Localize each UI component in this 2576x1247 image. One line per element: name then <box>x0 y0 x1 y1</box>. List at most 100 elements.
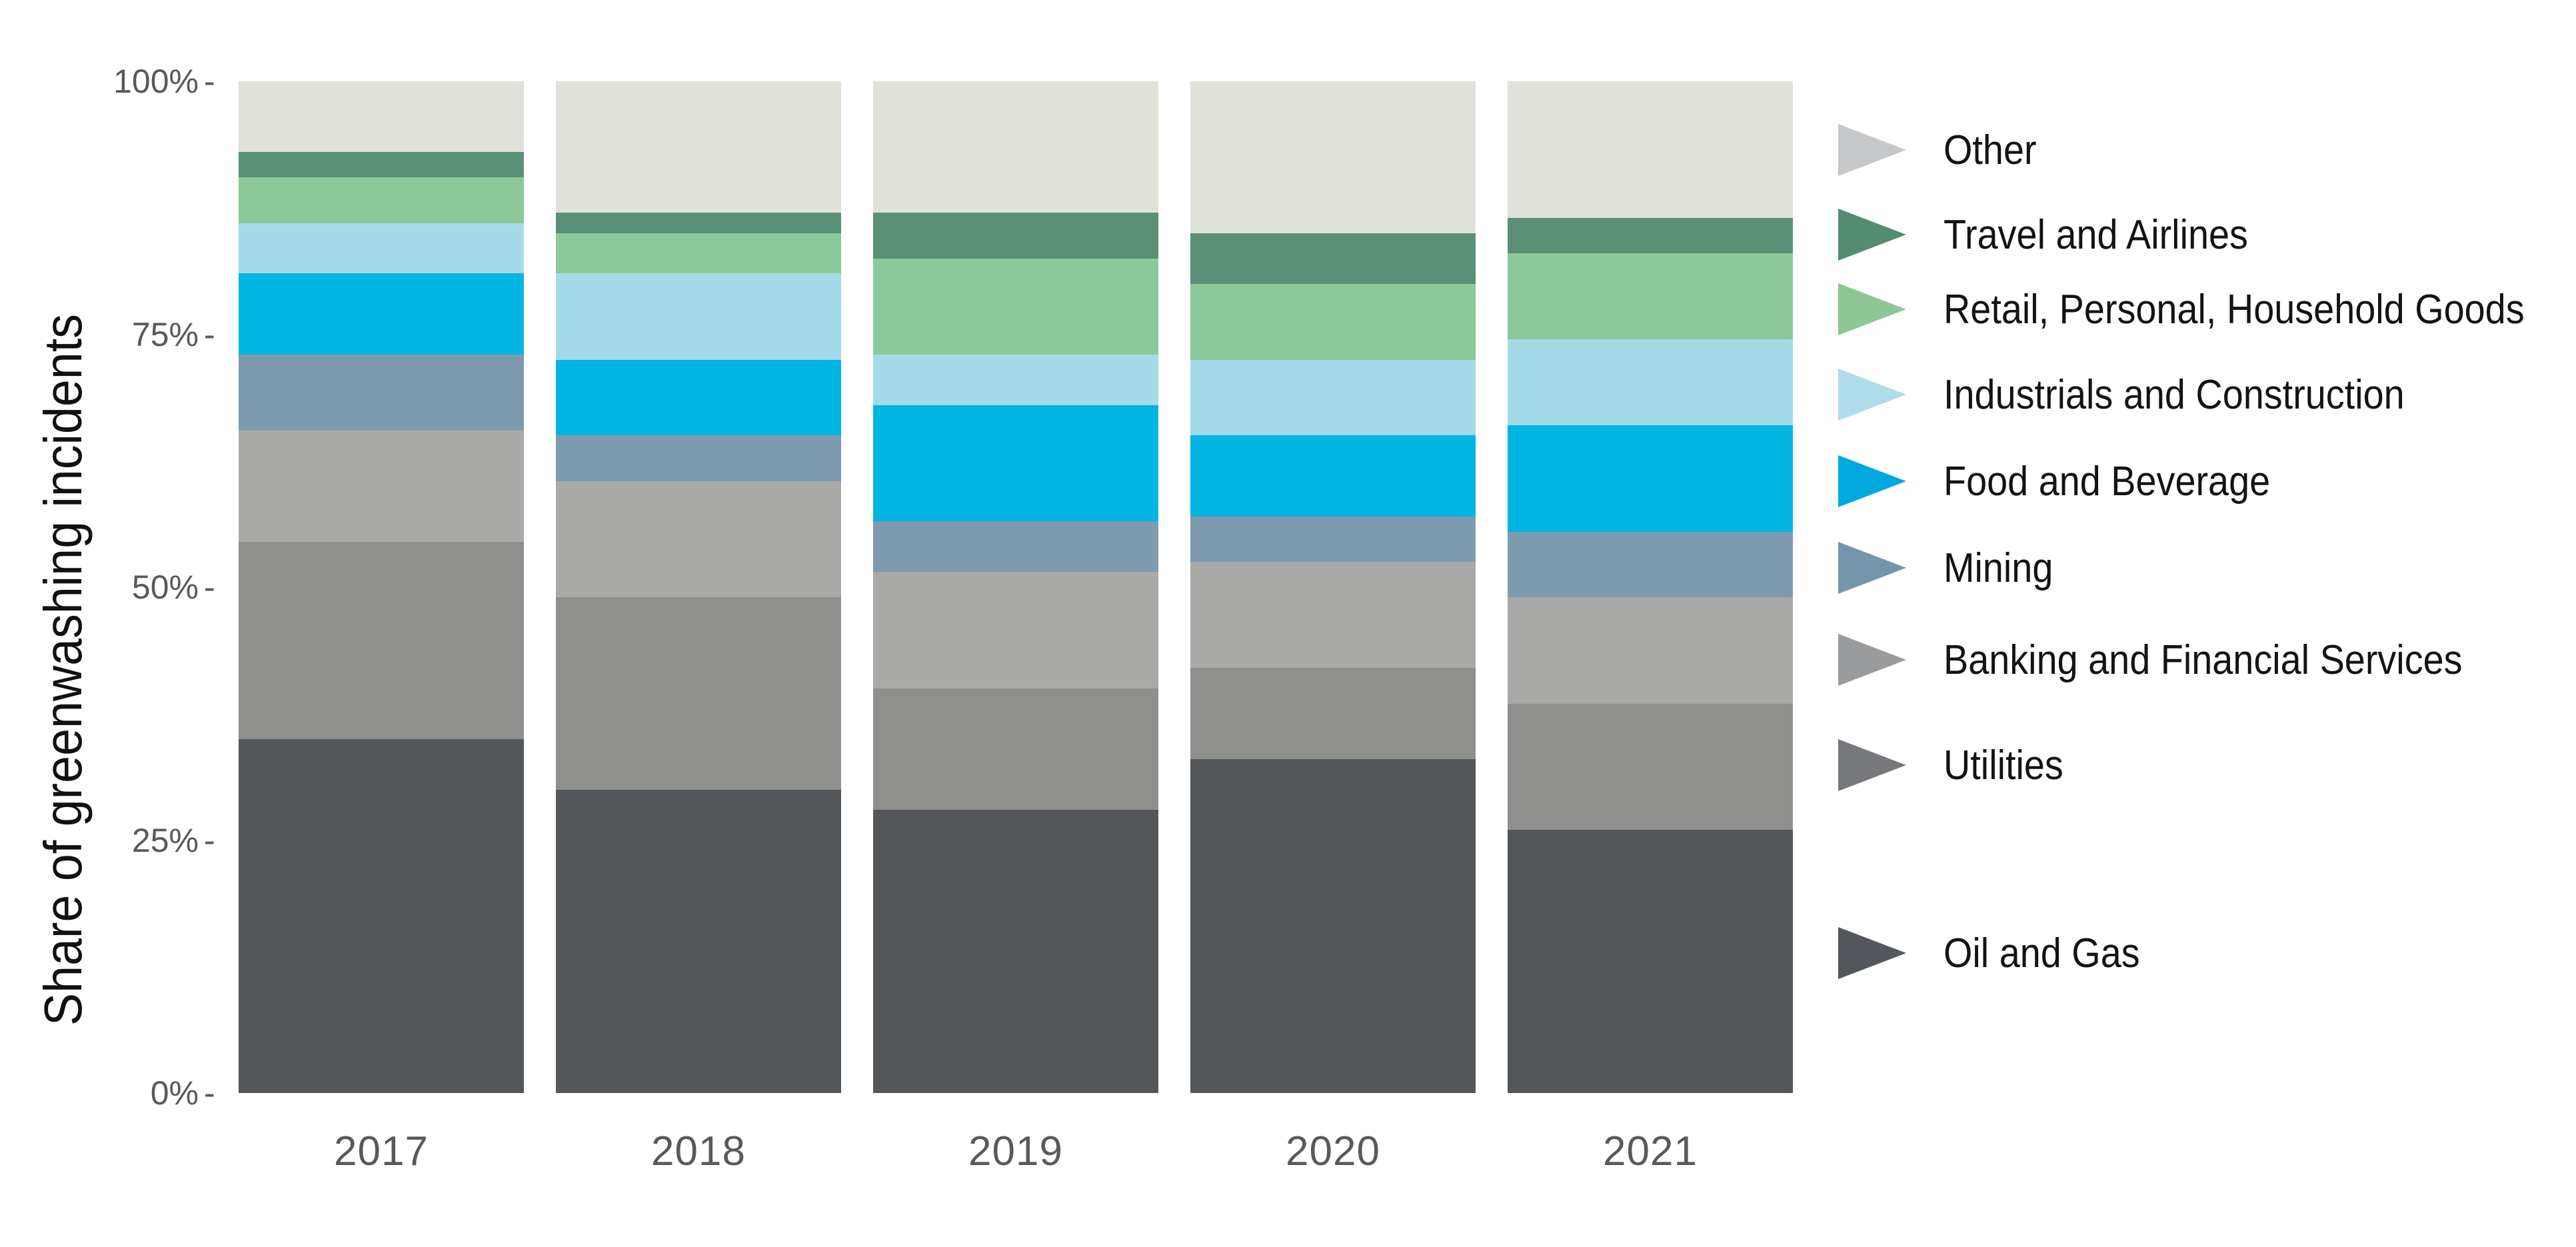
x-axis-label: 2020 <box>1286 1128 1380 1174</box>
bar-segment <box>239 430 524 542</box>
bar-segment <box>556 789 841 1093</box>
bar-segment <box>556 213 841 233</box>
legend-arrow-icon <box>1838 455 1906 507</box>
legend-item: Travel and Airlines <box>1838 208 2282 261</box>
bar-segment <box>239 273 524 355</box>
y-tick: 25% - <box>0 818 215 863</box>
x-axis-label: 2017 <box>334 1128 429 1174</box>
y-tick-label: 0% <box>150 1074 199 1112</box>
plot-area <box>239 81 1793 1093</box>
legend-item: Utilities <box>1838 738 2077 792</box>
bar-segment <box>1508 253 1793 340</box>
bar-segment <box>556 435 841 481</box>
legend-arrow-icon <box>1838 124 1906 176</box>
bar-segment <box>873 572 1158 688</box>
legend-item: Oil and Gas <box>1838 926 2161 980</box>
y-axis-title-text: Share of greenwashing incidents <box>33 314 93 1026</box>
bar-segment <box>1508 425 1793 532</box>
legend-label: Mining <box>1943 545 2053 591</box>
legend-item: Industrials and Construction <box>1838 368 2456 421</box>
legend-item: Other <box>1838 123 2047 177</box>
bar-segment <box>239 152 524 178</box>
y-tick-label: 25% <box>131 821 199 859</box>
bar-segment <box>1190 359 1476 436</box>
bar-segment <box>556 481 841 598</box>
bar-segment <box>239 177 524 223</box>
y-tick: 50% - <box>0 565 215 610</box>
y-tick: 100% - <box>0 59 215 104</box>
legend-label: Retail, Personal, Household Goods <box>1943 286 2525 333</box>
bar-segment <box>556 273 841 360</box>
legend-item: Retail, Personal, Household Goods <box>1838 283 2576 336</box>
bar-segment <box>1190 81 1476 233</box>
legend-label: Oil and Gas <box>1943 930 2140 976</box>
x-axis-label: 2019 <box>968 1128 1063 1174</box>
legend-arrow-icon <box>1838 739 1906 791</box>
bar-segment <box>1190 233 1476 284</box>
y-tick: 75% - <box>0 312 215 357</box>
bar-segment <box>1190 435 1476 517</box>
bar-segment <box>556 233 841 274</box>
bar-segment <box>239 541 524 739</box>
tick-mark-icon: - <box>204 315 215 353</box>
legend-label: Travel and Airlines <box>1943 211 2248 258</box>
tick-mark-icon: - <box>204 569 215 606</box>
tick-mark-icon: - <box>204 1074 215 1112</box>
bar-segment <box>1508 218 1793 254</box>
bar-2018 <box>556 81 841 1093</box>
bar-segment <box>556 597 841 790</box>
bar-segment <box>873 258 1158 355</box>
legend-label: Food and Beverage <box>1943 458 2271 505</box>
legend-arrow-icon <box>1838 634 1906 686</box>
bar-segment <box>556 81 841 213</box>
legend-arrow-icon <box>1838 283 1906 335</box>
y-tick: 0% - <box>0 1070 215 1116</box>
bar-segment <box>1190 668 1476 760</box>
legend-item: Mining <box>1838 541 2065 595</box>
bar-segment <box>873 213 1158 259</box>
y-tick-label: 100% <box>113 63 199 100</box>
legend-arrow-icon <box>1838 927 1906 979</box>
x-axis-label: 2021 <box>1603 1128 1698 1174</box>
bar-segment <box>239 738 524 1093</box>
bar-segment <box>1508 531 1793 598</box>
bar-segment <box>556 359 841 436</box>
bar-segment <box>873 809 1158 1093</box>
tick-mark-icon: - <box>204 63 215 100</box>
legend-label: Industrials and Construction <box>1943 371 2405 418</box>
bar-2017 <box>239 81 524 1093</box>
x-axis-label: 2018 <box>651 1128 746 1174</box>
bar-segment <box>1190 759 1476 1093</box>
bar-segment <box>873 81 1158 213</box>
legend-arrow-icon <box>1838 209 1906 261</box>
bar-segment <box>239 354 524 431</box>
y-tick-label: 50% <box>131 569 199 606</box>
bar-segment <box>873 688 1158 810</box>
legend-label: Utilities <box>1943 742 2063 788</box>
legend-item: Banking and Financial Services <box>1838 633 2520 686</box>
bar-2021 <box>1508 81 1793 1093</box>
bar-segment <box>1508 81 1793 219</box>
bar-segment <box>1508 703 1793 830</box>
legend-label: Other <box>1943 127 2037 173</box>
bar-segment <box>1508 339 1793 426</box>
bar-segment <box>1190 283 1476 360</box>
bar-segment <box>1508 830 1793 1093</box>
bar-segment <box>873 405 1158 522</box>
legend-arrow-icon <box>1838 542 1906 594</box>
bar-segment <box>1190 516 1476 563</box>
bar-segment <box>1508 597 1793 704</box>
y-tick-label: 75% <box>131 315 199 353</box>
tick-mark-icon: - <box>204 821 215 859</box>
bar-2019 <box>873 81 1158 1093</box>
bar-segment <box>1190 562 1476 668</box>
bar-segment <box>873 354 1158 405</box>
bar-segment <box>873 521 1158 573</box>
legend-item: Food and Beverage <box>1838 455 2307 508</box>
legend-arrow-icon <box>1838 369 1906 421</box>
bar-segment <box>239 223 524 274</box>
bar-segment <box>239 81 524 153</box>
bar-2020 <box>1190 81 1476 1093</box>
legend-label: Banking and Financial Services <box>1943 636 2463 683</box>
